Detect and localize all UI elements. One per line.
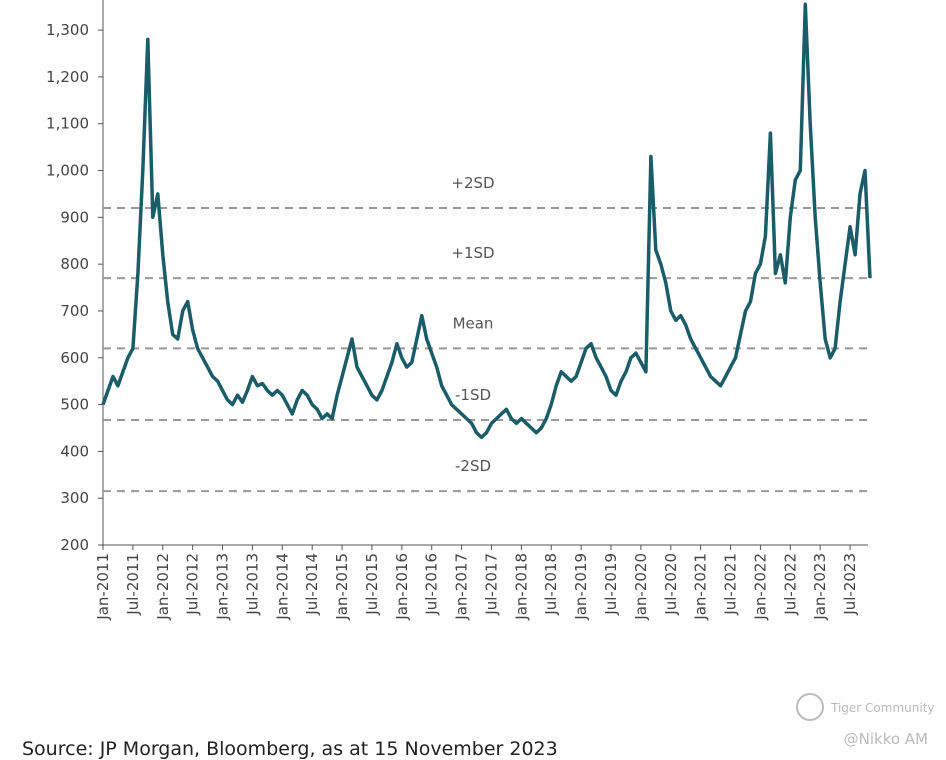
series-line (101, 2, 872, 440)
y-tick-label: 400 (60, 442, 89, 460)
x-tick-label: Jul-2012 (184, 553, 202, 616)
y-tick-label: 500 (60, 396, 89, 414)
x-tick-label: Jul-2017 (482, 553, 500, 616)
watermark: Tiger Community (830, 701, 935, 715)
x-tick-label: Jan-2016 (393, 553, 411, 621)
y-tick-label: 1,000 (46, 162, 89, 180)
reference-label: Mean (453, 314, 494, 332)
y-tick-label: 300 (60, 489, 89, 507)
x-tick-label: Jul-2022 (781, 553, 799, 616)
reference-label: -2SD (455, 457, 491, 475)
x-tick-label: Jan-2021 (692, 553, 710, 621)
x-tick-label: Jan-2017 (453, 553, 471, 621)
y-tick-label: 900 (60, 208, 89, 226)
x-tick-label: Jul-2011 (124, 553, 142, 616)
x-tick-label: Jan-2018 (512, 553, 530, 621)
x-tick-label: Jan-2014 (273, 553, 291, 621)
y-tick-label: 700 (60, 302, 89, 320)
x-tick-label: Jul-2014 (303, 553, 321, 616)
credit: @Nikko AM (844, 730, 928, 748)
x-tick-label: Jan-2013 (214, 553, 232, 621)
x-tick-label: Jul-2013 (243, 553, 261, 616)
x-tick-label: Jan-2022 (751, 553, 769, 621)
source: Source: JP Morgan, Bloomberg, as at 15 N… (22, 738, 558, 760)
x-tick-label: Jul-2016 (423, 553, 441, 616)
y-tick-label: 1,300 (46, 21, 89, 39)
x-tick-label: Jan-2012 (154, 553, 172, 621)
y-tick-label: 800 (60, 255, 89, 273)
y-tick-label: 200 (60, 536, 89, 554)
x-tick-label: Jul-2020 (662, 553, 680, 616)
reference-label: +1SD (451, 244, 494, 262)
x-tick-label: Jan-2023 (811, 553, 829, 621)
y-tick-label: 1,200 (46, 68, 89, 86)
x-tick-label: Jan-2011 (94, 553, 112, 621)
y-tick-label: 1,100 (46, 115, 89, 133)
x-tick-label: Jan-2019 (572, 553, 590, 621)
reference-label: -1SD (455, 386, 491, 404)
reference-label: +2SD (451, 174, 494, 192)
y-tick-label: 600 (60, 349, 89, 367)
x-tick-label: Jul-2019 (602, 553, 620, 616)
x-tick-label: Jul-2023 (841, 553, 859, 616)
x-tick-label: Jul-2018 (542, 553, 560, 616)
x-tick-label: Jul-2015 (363, 553, 381, 616)
x-tick-label: Jan-2020 (632, 553, 650, 621)
x-tick-label: Jan-2015 (333, 553, 351, 621)
watermark-logo (796, 693, 824, 721)
x-tick-label: Jul-2021 (722, 553, 740, 616)
